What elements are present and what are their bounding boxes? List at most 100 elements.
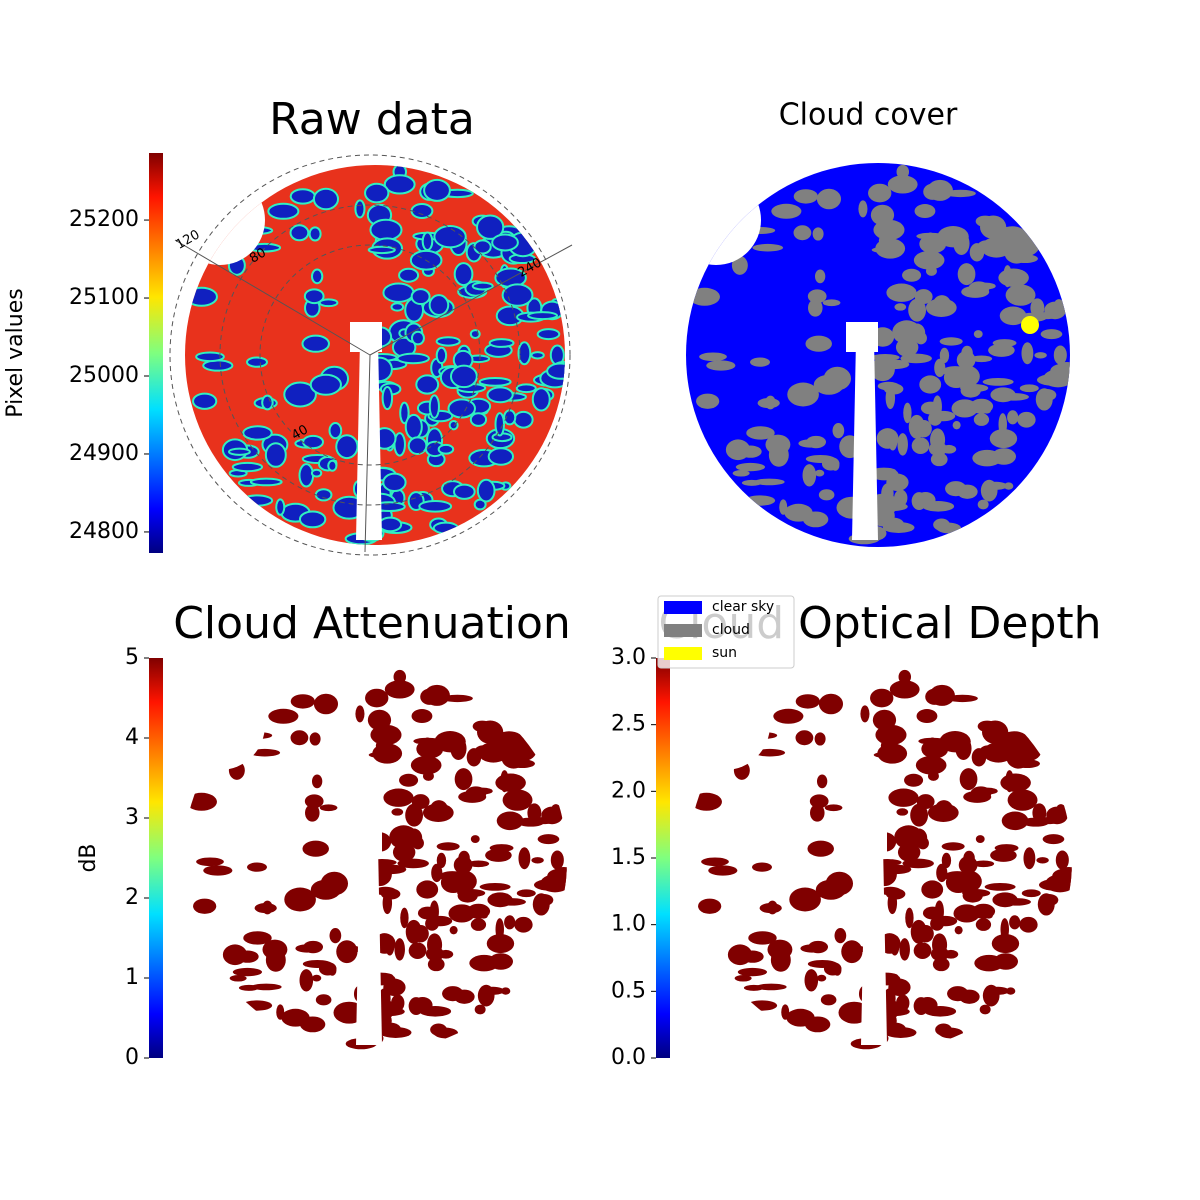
polar-annotation: 80 <box>247 245 269 266</box>
cloud-blob <box>696 393 720 409</box>
cloud-blob <box>421 231 434 251</box>
cloud-blob <box>898 669 912 684</box>
cloud-blob <box>824 804 843 812</box>
cloud-blob <box>913 250 945 270</box>
tick-label: 3 <box>125 805 139 830</box>
cloud-blob <box>990 387 1016 403</box>
polar-ring <box>219 204 521 506</box>
tick-label: 24800 <box>69 519 139 544</box>
cloud-blob <box>992 339 1017 347</box>
cloud-blob <box>755 983 787 991</box>
cloud-blob <box>437 443 455 455</box>
cloud-blob <box>902 858 934 869</box>
cloud-blob <box>841 940 863 964</box>
cloud-blob <box>290 694 315 709</box>
cloud-blob <box>972 860 995 868</box>
cloud-blob <box>832 423 845 439</box>
cloud-blob <box>329 928 342 944</box>
cloud-blob <box>991 448 1017 465</box>
cloud-blob <box>495 773 526 792</box>
cloud-blob <box>186 792 217 811</box>
cloud-blob <box>311 974 322 982</box>
cloud-blob <box>1000 918 1009 941</box>
cloud-blob <box>382 891 393 915</box>
cloud-blob <box>908 414 925 439</box>
cloud-blob <box>959 989 980 1004</box>
cloud-blob <box>434 731 466 753</box>
cloud-blob <box>943 949 959 959</box>
cloud-blob <box>429 800 449 820</box>
cloud-blob <box>910 919 927 944</box>
cloud-blob <box>473 239 492 255</box>
tick-label: 2 <box>125 885 139 910</box>
cloud-blob <box>885 386 896 410</box>
cloud-blob <box>768 443 789 467</box>
cloud-blob <box>410 288 431 306</box>
cloud-blob <box>773 708 804 724</box>
cloud-blob <box>795 694 820 709</box>
cloud-blob <box>454 768 473 791</box>
polar-spoke <box>174 239 371 356</box>
cloud-blob <box>453 855 473 875</box>
cloud-blob <box>335 434 359 460</box>
tick-label: 25100 <box>69 285 139 310</box>
cloud-blob <box>1019 916 1038 933</box>
cloud-blob <box>249 477 283 487</box>
cloud-blob <box>995 234 1021 251</box>
cloud-blob <box>241 1000 273 1011</box>
cloud-blob <box>449 364 478 389</box>
cloud-blob <box>528 817 558 825</box>
tick-label: 1 <box>125 965 139 990</box>
cloud-blob <box>833 965 842 976</box>
cloud-blob <box>400 907 409 929</box>
cloud-blob <box>469 412 488 427</box>
cloud-blob <box>795 730 814 746</box>
mask <box>356 845 382 1045</box>
cloud-blob <box>276 1004 285 1020</box>
cloud-blob <box>975 918 992 931</box>
cloud-blob <box>383 978 406 997</box>
cloud-blob <box>810 804 825 822</box>
cloud-blob <box>492 938 512 947</box>
cloud-blob <box>310 879 341 900</box>
cloud-blob <box>405 919 422 944</box>
cloud-blob <box>261 394 274 411</box>
polar-ring <box>169 154 571 556</box>
cloud-blob <box>488 953 514 970</box>
cloud-blob <box>897 433 908 456</box>
cloud-blob <box>427 957 445 972</box>
cloud-blob <box>303 288 325 305</box>
cloud-blob <box>424 684 450 706</box>
cloud-blob <box>392 842 416 862</box>
cloud-blob <box>327 459 338 472</box>
cloud-blob <box>416 880 439 899</box>
cloud-blob <box>808 940 829 954</box>
cloud-blob <box>397 858 429 869</box>
cloud-blob <box>937 226 969 248</box>
cloud-blob <box>423 178 451 202</box>
cloud-blob <box>378 516 403 533</box>
cloud-blob <box>240 494 274 507</box>
cloud-blob <box>243 931 272 945</box>
polar-annotation: 40 <box>289 422 311 443</box>
cloud-blob <box>779 499 788 515</box>
cloud-blob <box>953 365 980 388</box>
cloud-blob <box>328 422 343 440</box>
cloud-blob <box>369 218 403 242</box>
cloud-blob <box>302 840 329 857</box>
cloud-blob <box>531 387 551 412</box>
cloud-blob <box>870 688 894 708</box>
cloud-blob <box>994 844 1019 852</box>
cloud-blob <box>979 745 996 759</box>
cloud-blob <box>809 794 829 809</box>
cloud-blob <box>370 724 402 746</box>
cloud-blob <box>489 844 514 852</box>
cloud-blob <box>312 187 340 211</box>
tick-label: 2.0 <box>611 778 646 803</box>
cloud-blob <box>770 948 791 972</box>
polar-ring <box>259 244 481 466</box>
cloud-blob <box>925 232 936 250</box>
legend-swatch <box>664 601 702 614</box>
cloud-blob <box>231 461 264 473</box>
cloud-blob <box>227 447 251 456</box>
